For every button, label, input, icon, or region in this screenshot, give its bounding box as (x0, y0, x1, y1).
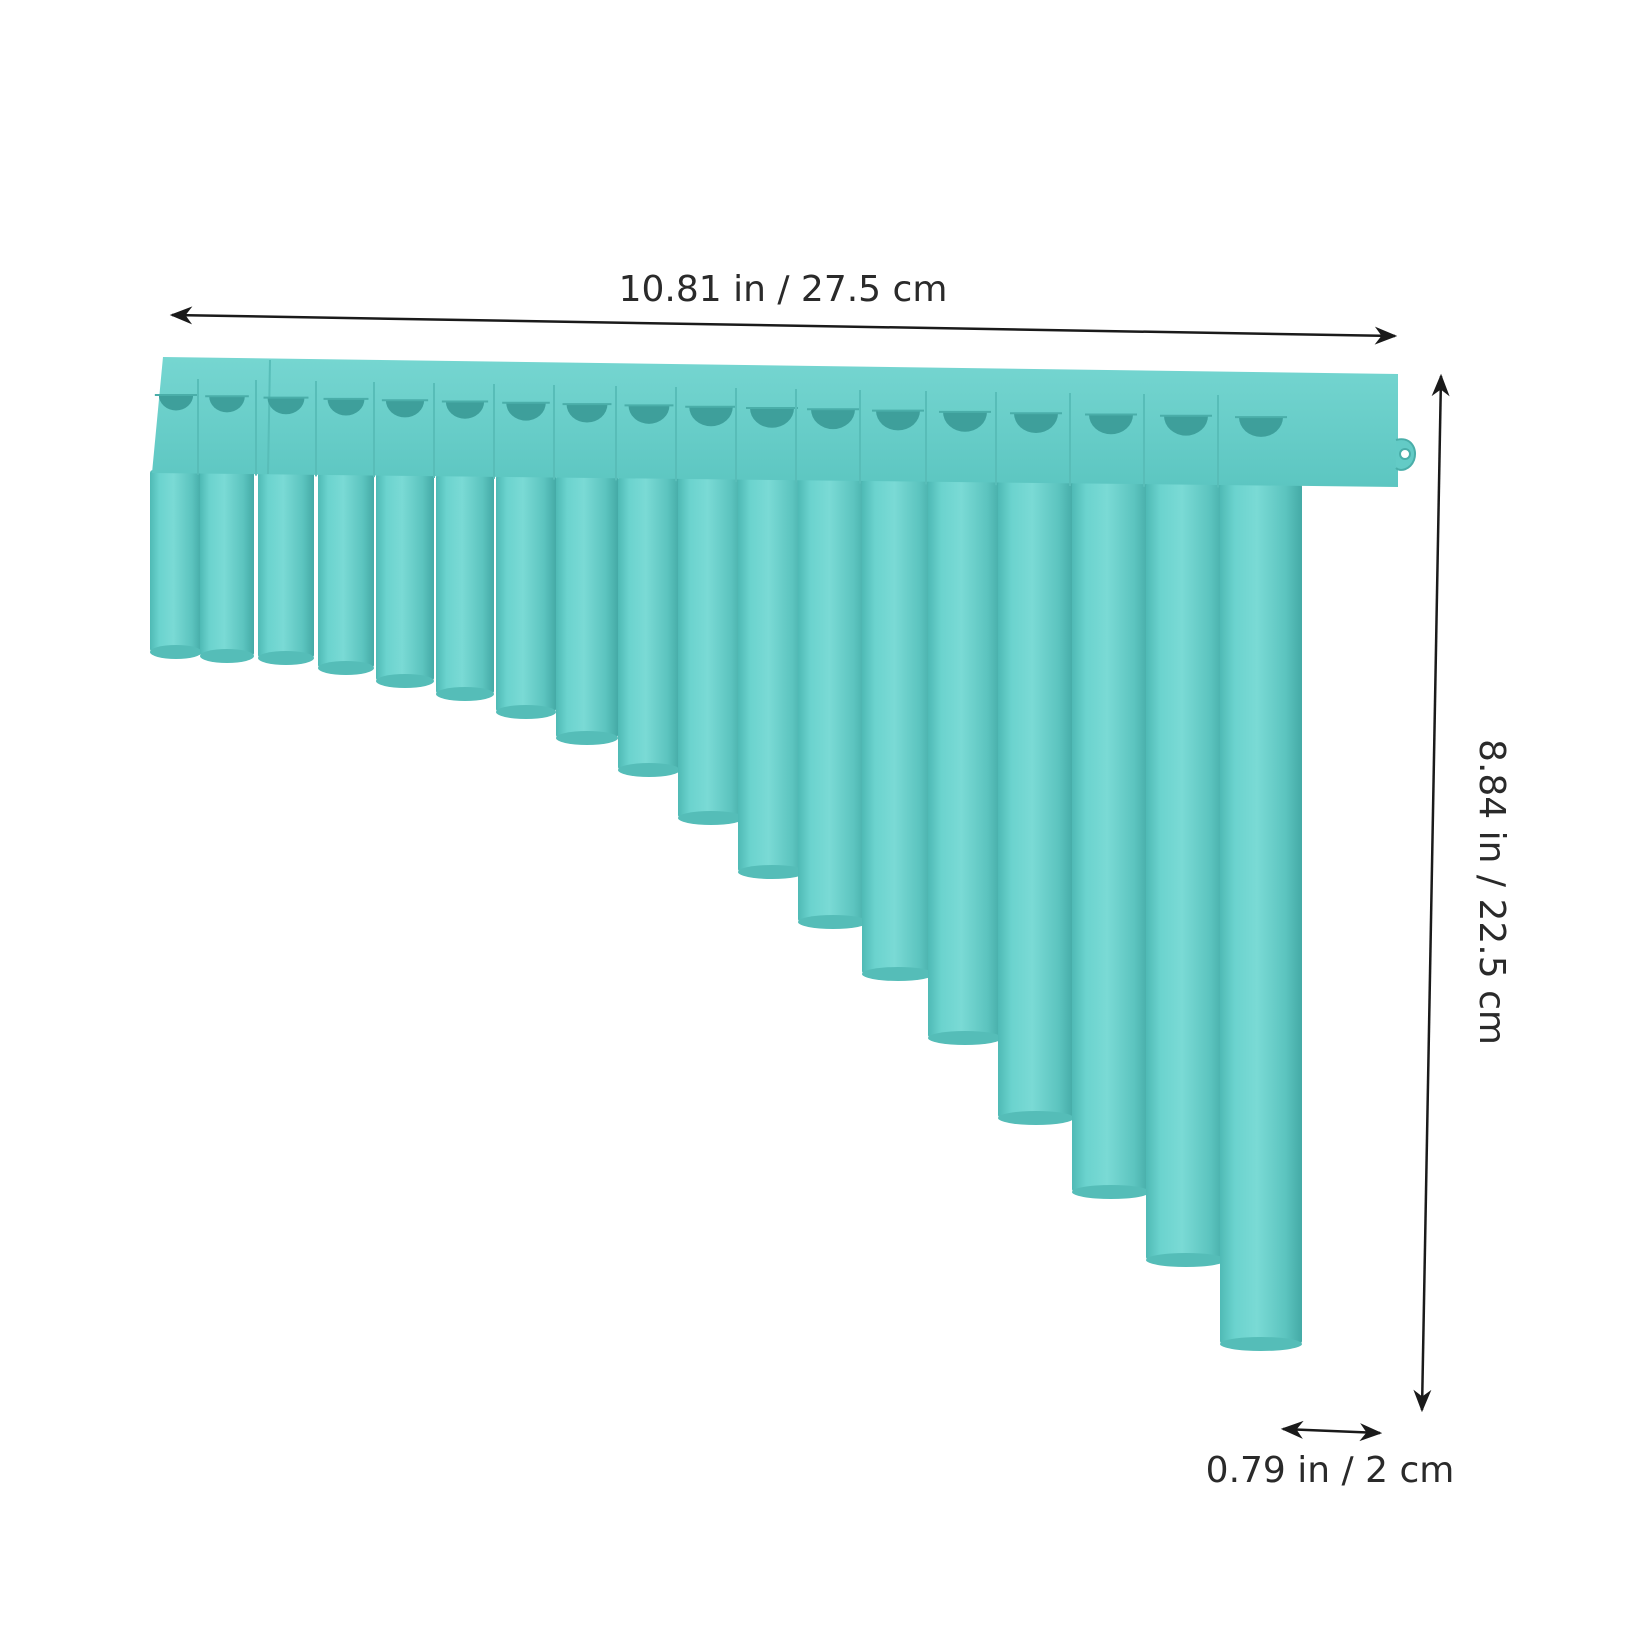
pipe-end (928, 1031, 1002, 1045)
pipe-end (556, 731, 618, 745)
pipe-end (436, 687, 494, 701)
pipe (150, 470, 202, 652)
pipe (258, 471, 314, 658)
pipe-end (1220, 1337, 1302, 1351)
pipe (798, 478, 868, 922)
width-arrow (169, 306, 1398, 345)
mouthpiece-hole (1239, 417, 1283, 437)
pipe (376, 473, 434, 681)
pipe (738, 478, 806, 872)
pipe-diameter-arrow (1280, 1420, 1383, 1442)
width-label: 10.81 in / 27.5 cm (619, 269, 948, 310)
pipe-end (150, 645, 202, 659)
pipe (200, 470, 254, 656)
mouthpiece-hole (1089, 414, 1133, 435)
pipe (436, 474, 494, 694)
pipe (1072, 482, 1150, 1192)
pipe (1146, 482, 1226, 1260)
pipe-end (1146, 1253, 1226, 1267)
pipe-end (1072, 1185, 1150, 1199)
pipe-end (258, 651, 314, 665)
mouthpiece-hole (267, 397, 305, 415)
pipe (928, 480, 1002, 1038)
mouthpiece-hole (689, 406, 733, 427)
pipe-end (496, 705, 556, 719)
pipe-end (998, 1111, 1074, 1125)
hanging-loop (1395, 438, 1416, 471)
pipe (318, 472, 374, 668)
pipe (618, 476, 680, 770)
pipe-end (798, 915, 868, 929)
height-dimension: 8.84 in / 22.5 cm (1413, 373, 1512, 1413)
pipe-end (376, 674, 434, 688)
mouthpiece-hole (943, 411, 987, 432)
pipe-end (738, 865, 806, 879)
mouthpiece-hole (385, 400, 425, 418)
pipe-diameter-label: 0.79 in / 2 cm (1206, 1450, 1455, 1491)
pipe (998, 481, 1074, 1118)
pipe (678, 477, 744, 818)
pipe (1220, 483, 1302, 1345)
mouthpiece-hole (628, 405, 670, 424)
mouthpiece-hole (445, 401, 485, 419)
pipe-end (318, 661, 374, 675)
pipe-group (150, 470, 1302, 1351)
mouthpiece-hole (506, 402, 546, 421)
mouthpiece-hole (876, 410, 920, 431)
width-dimension: 10.81 in / 27.5 cm (169, 269, 1398, 345)
mouthpiece-group (154, 379, 1287, 488)
pipe (556, 475, 618, 738)
pipe (496, 474, 556, 712)
mouthpiece-hole (750, 408, 794, 428)
pipe-end (618, 763, 680, 777)
mouthpiece-hole (1014, 413, 1058, 434)
height-arrow (1413, 373, 1450, 1413)
mouthpiece-hole (1164, 415, 1208, 436)
mouthpiece-hole (327, 398, 365, 416)
mouthpiece-hole (209, 396, 245, 413)
mouthpiece-hole (566, 404, 608, 423)
bar-seam (267, 359, 271, 475)
pipe-diameter-dimension: 0.79 in / 2 cm (1206, 1420, 1455, 1491)
pipe-end (862, 967, 934, 981)
pipe-end (200, 649, 254, 663)
height-label: 8.84 in / 22.5 cm (1471, 739, 1512, 1045)
mouthpiece-hole (158, 395, 194, 411)
pipe-end (678, 811, 744, 825)
mouthpiece-hole (811, 409, 855, 430)
pan-flute (150, 357, 1416, 1351)
pipe (862, 479, 934, 974)
